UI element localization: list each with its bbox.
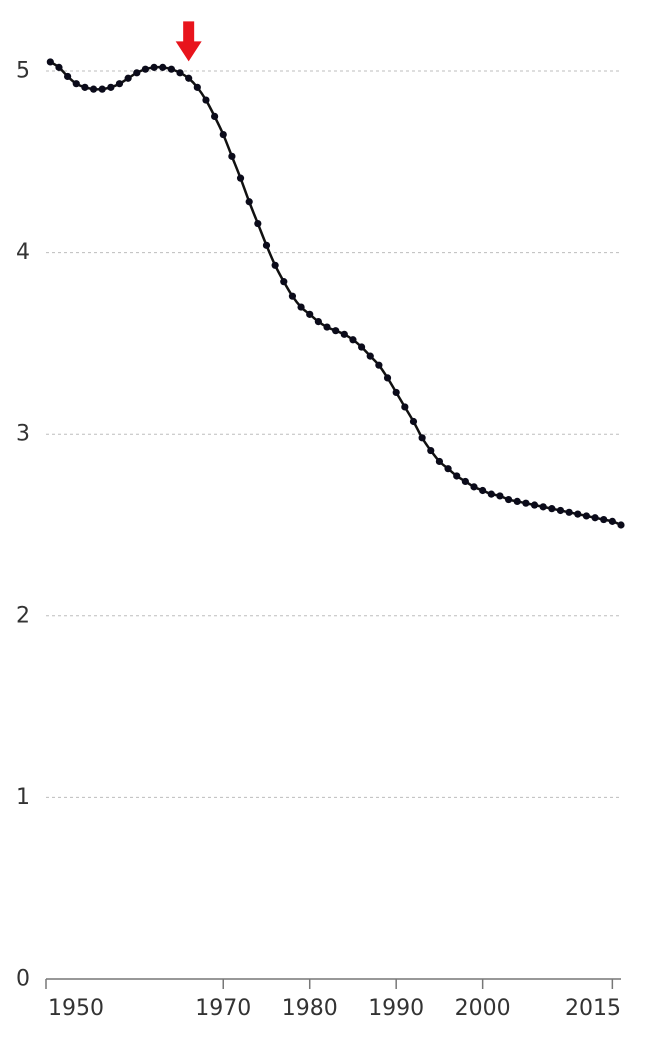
- down-arrow-icon: [175, 21, 202, 62]
- data-point: [141, 65, 150, 73]
- data-point: [306, 310, 314, 318]
- y-tick-label: 1: [16, 785, 30, 810]
- data-point: [470, 483, 478, 491]
- series: [46, 58, 625, 529]
- data-point: [565, 508, 573, 516]
- data-point: [64, 72, 72, 81]
- data-point: [608, 517, 616, 525]
- x-tick-label: 1950: [48, 996, 104, 1021]
- data-point: [323, 323, 331, 331]
- data-point: [89, 85, 98, 93]
- y-tick-label: 2: [16, 603, 30, 628]
- gridlines: [46, 70, 621, 798]
- data-point: [332, 327, 340, 335]
- y-tick-label: 3: [16, 422, 30, 447]
- x-tick-label: 2015: [565, 996, 621, 1021]
- data-point: [236, 174, 245, 182]
- data-point: [349, 336, 357, 344]
- data-point: [81, 83, 89, 91]
- data-point: [358, 343, 366, 351]
- data-point: [409, 417, 418, 426]
- data-point: [314, 318, 322, 326]
- x-tick-label: 1970: [195, 996, 251, 1021]
- x-tick-label: 2000: [455, 996, 511, 1021]
- data-point: [107, 83, 115, 91]
- data-point: [55, 63, 63, 71]
- x-tick-label: 1980: [282, 996, 338, 1021]
- data-point: [496, 492, 504, 500]
- data-point: [548, 505, 556, 513]
- data-point: [340, 330, 348, 338]
- data-point: [435, 457, 444, 466]
- y-tick-label: 4: [16, 240, 30, 265]
- data-point: [418, 434, 426, 442]
- data-point: [211, 112, 219, 120]
- data-point: [504, 495, 513, 504]
- data-point: [582, 512, 591, 520]
- data-point: [271, 261, 279, 269]
- data-point: [617, 521, 625, 529]
- data-point: [591, 514, 599, 522]
- data-point: [539, 503, 547, 511]
- data-point: [167, 65, 175, 73]
- data-point: [159, 63, 167, 71]
- data-point: [297, 303, 305, 311]
- data-point: [245, 198, 253, 206]
- data-point: [46, 58, 54, 66]
- x-axis-tick-labels: 1950 1970 1980 1990 2000 2015: [48, 996, 621, 1021]
- data-point: [461, 477, 469, 486]
- data-point: [574, 510, 582, 518]
- data-point: [487, 490, 495, 498]
- data-point: [530, 501, 539, 509]
- data-point: [401, 403, 409, 411]
- data-point: [444, 465, 452, 473]
- data-point: [392, 388, 400, 397]
- data-point: [262, 241, 271, 249]
- y-axis-tick-labels: 0 1 2 3 4 5: [16, 59, 30, 992]
- y-tick-label: 5: [16, 59, 30, 84]
- data-point: [219, 130, 227, 139]
- data-point: [600, 515, 608, 524]
- data-point: [383, 374, 392, 382]
- data-point: [479, 486, 487, 495]
- data-point: [124, 74, 132, 82]
- data-point: [185, 74, 193, 82]
- data-point: [72, 80, 80, 88]
- data-point: [150, 63, 158, 71]
- data-point: [513, 497, 521, 505]
- annotations: [175, 21, 202, 62]
- data-point: [280, 278, 288, 286]
- data-point: [375, 361, 383, 369]
- data-point: [202, 96, 210, 104]
- data-point: [228, 152, 236, 160]
- data-point: [133, 69, 141, 77]
- data-point: [556, 506, 565, 515]
- x-axis: [45, 978, 621, 989]
- data-point: [366, 352, 374, 360]
- data-point: [98, 85, 106, 93]
- x-tick-label: 1990: [368, 996, 424, 1021]
- data-point: [254, 219, 262, 228]
- data-point: [176, 69, 184, 77]
- data-point: [453, 472, 461, 480]
- data-point: [115, 80, 124, 88]
- data-point: [288, 292, 297, 300]
- data-point: [427, 446, 435, 455]
- data-point: [522, 499, 530, 507]
- y-tick-label: 0: [16, 967, 30, 992]
- series-line: [49, 60, 623, 527]
- data-point: [193, 83, 201, 91]
